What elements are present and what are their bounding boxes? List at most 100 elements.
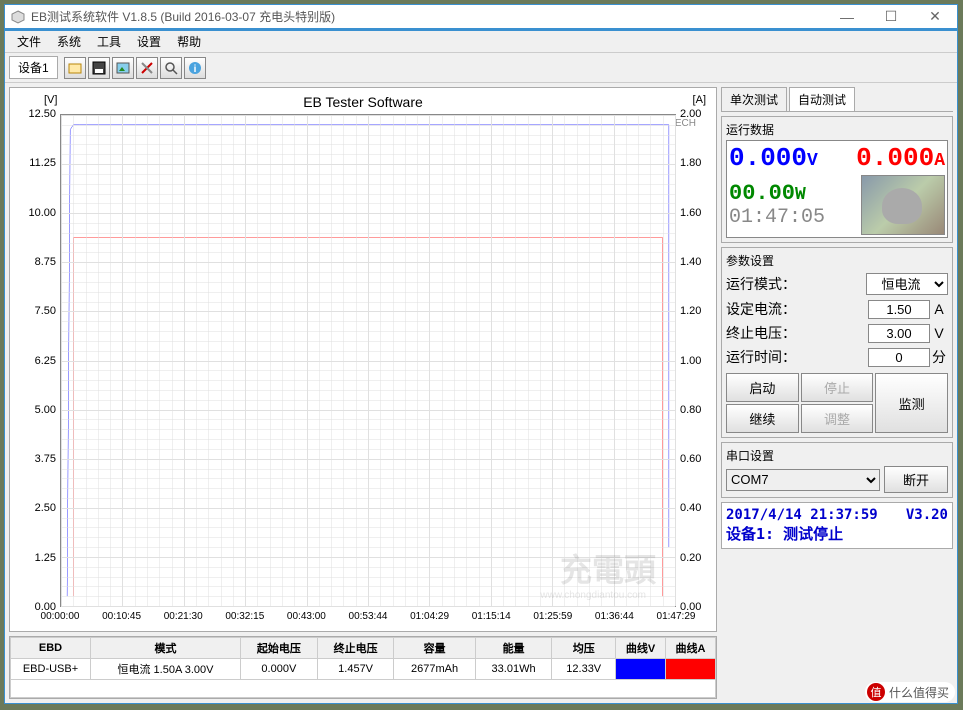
y2-tick-label: 1.60 [680,207,710,219]
td-curve-v [616,659,666,680]
status-box: 2017/4/14 21:37:59 V3.20 设备1: 测试停止 [721,502,953,549]
svg-text:i: i [193,64,196,75]
set-current-input[interactable] [868,300,930,319]
td-avg-v: 12.33V [552,659,616,680]
y1-tick-label: 12.50 [20,108,56,120]
y1-tick-label: 8.75 [20,256,56,268]
cutoff-unit: V [930,325,948,341]
digital-display: 0.000V 0.000A 00.00W 01:47:05 [726,140,948,238]
set-current-unit: A [930,301,948,317]
x-tick-label: 00:43:00 [287,611,326,622]
power-readout: 00.00W [729,181,857,206]
set-current-label: 设定电流： [726,299,868,319]
y1-tick-label: 11.25 [20,157,56,169]
cat-image [861,175,945,235]
time-readout: 01:47:05 [729,206,857,229]
th-capacity: 容量 [394,638,475,659]
x-tick-label: 00:53:44 [349,611,388,622]
y2-tick-label: 1.00 [680,355,710,367]
menu-help[interactable]: 帮助 [169,31,209,52]
menu-system[interactable]: 系统 [49,31,89,52]
tab-auto-test[interactable]: 自动测试 [789,87,855,111]
th-avg-v: 均压 [552,638,616,659]
y2-tick-label: 0.20 [680,552,710,564]
y2-tick-label: 1.40 [680,256,710,268]
x-tick-label: 01:36:44 [595,611,634,622]
mode-label: 运行模式： [726,274,866,294]
data-table: EBD 模式 起始电压 终止电压 容量 能量 均压 曲线V 曲线A EBD-US… [9,636,717,699]
x-tick-label: 00:10:45 [102,611,141,622]
minimize-button[interactable]: — [825,4,869,30]
com-port-select[interactable]: COM7 [726,469,880,491]
continue-button[interactable]: 继续 [726,404,799,433]
status-version: V3.20 [906,507,948,523]
current-readout: 0.000A [856,143,945,173]
menu-file[interactable]: 文件 [9,31,49,52]
chart-y1-unit: [V] [44,94,57,106]
save-icon[interactable] [88,57,110,79]
title-bar: EB测试系统软件 V1.8.5 (Build 2016-03-07 充电头特别版… [5,5,957,31]
td-curve-a [666,659,716,680]
y2-tick-label: 0.40 [680,502,710,514]
menu-tools[interactable]: 工具 [89,31,129,52]
chart-y2-unit: [A] [693,94,706,106]
window-title: EB测试系统软件 V1.8.5 (Build 2016-03-07 充电头特别版… [31,8,825,25]
params-panel: 参数设置 运行模式： 恒电流 设定电流： A 终止电压： V 运行时间： [721,247,953,438]
th-mode: 模式 [91,638,241,659]
serial-title: 串口设置 [726,447,948,464]
y2-tick-label: 2.00 [680,108,710,120]
y1-tick-label: 2.50 [20,502,56,514]
app-icon [11,10,25,24]
device-tab[interactable]: 设备1 [9,56,58,79]
mode-select[interactable]: 恒电流 [866,273,948,295]
th-start-v: 起始电压 [241,638,318,659]
y2-tick-label: 1.20 [680,305,710,317]
start-button[interactable]: 启动 [726,373,799,402]
monitor-button[interactable]: 监测 [875,373,948,433]
close-button[interactable]: ✕ [913,4,957,30]
th-ebd: EBD [11,638,91,659]
y1-tick-label: 3.75 [20,453,56,465]
stop-button[interactable]: 停止 [801,373,874,402]
y1-tick-label: 5.00 [20,404,56,416]
adjust-button[interactable]: 调整 [801,404,874,433]
info-icon[interactable]: i [184,57,206,79]
td-capacity: 2677mAh [394,659,475,680]
voltage-readout: 0.000V [729,143,818,173]
y1-tick-label: 6.25 [20,355,56,367]
runtime-input[interactable] [868,348,930,367]
y2-tick-label: 0.60 [680,453,710,465]
th-end-v: 终止电压 [317,638,394,659]
table-row[interactable]: EBD-USB+ 恒电流 1.50A 3.00V 0.000V 1.457V 2… [11,659,716,680]
th-curve-a: 曲线A [666,638,716,659]
chart-title: EB Tester Software [303,94,423,110]
runtime-unit: 分 [930,347,948,367]
toolbar: 设备1 i [5,53,957,83]
menu-settings[interactable]: 设置 [129,31,169,52]
open-icon[interactable] [64,57,86,79]
table-header-row: EBD 模式 起始电压 终止电压 容量 能量 均压 曲线V 曲线A [11,638,716,659]
chart-plot[interactable] [60,114,676,607]
x-tick-label: 01:25:59 [533,611,572,622]
x-tick-label: 00:00:00 [41,611,80,622]
y1-tick-label: 7.50 [20,305,56,317]
y2-tick-label: 1.80 [680,157,710,169]
tab-single-test[interactable]: 单次测试 [721,87,787,111]
x-tick-label: 00:32:15 [225,611,264,622]
watermark-url: www.chongdiantou.com [540,590,646,601]
td-end-v: 1.457V [317,659,394,680]
td-energy: 33.01Wh [475,659,552,680]
image-icon[interactable] [112,57,134,79]
maximize-button[interactable]: ☐ [869,4,913,30]
app-window: EB测试系统软件 V1.8.5 (Build 2016-03-07 充电头特别版… [4,4,958,704]
th-curve-v: 曲线V [616,638,666,659]
x-tick-label: 01:04:29 [410,611,449,622]
status-message: 设备1: 测试停止 [726,523,948,544]
disconnect-button[interactable]: 断开 [884,466,948,493]
menu-bar: 文件 系统 工具 设置 帮助 [5,31,957,53]
y1-tick-label: 10.00 [20,207,56,219]
cutoff-input[interactable] [868,324,930,343]
x-tick-label: 00:21:30 [164,611,203,622]
search-icon[interactable] [160,57,182,79]
tools-icon[interactable] [136,57,158,79]
